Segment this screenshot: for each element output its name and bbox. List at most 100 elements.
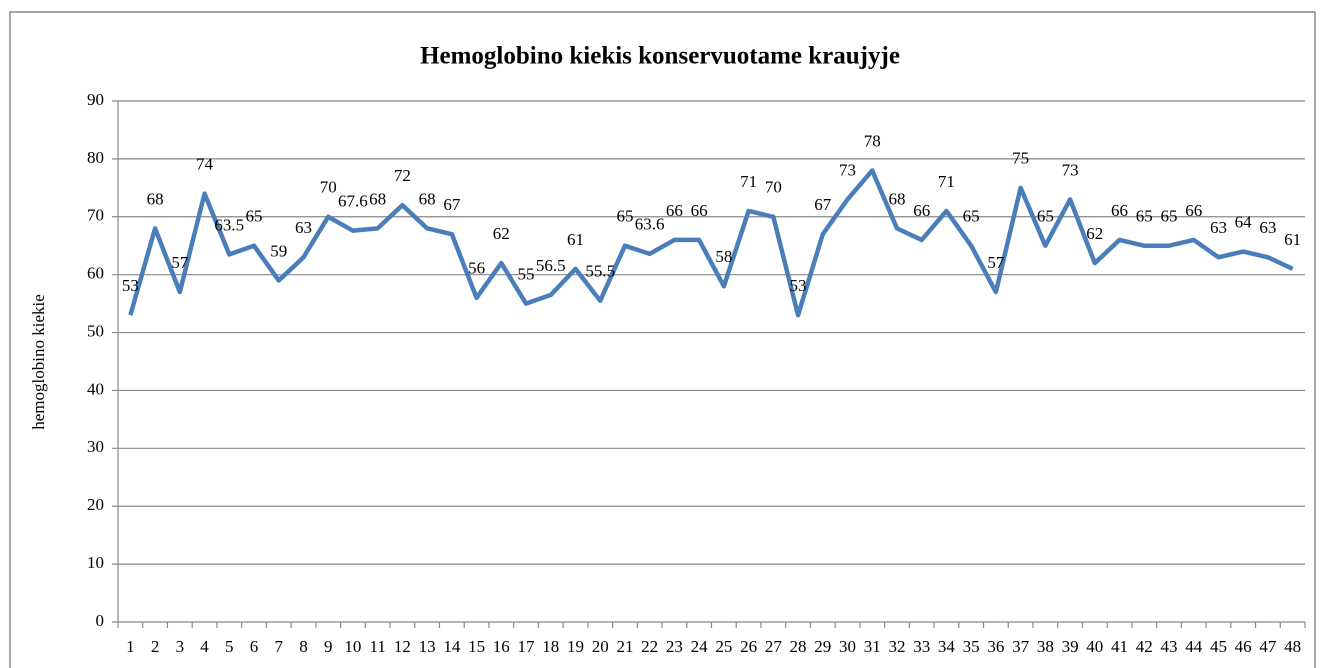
data-label: 58	[715, 247, 732, 266]
data-label: 68	[369, 189, 386, 208]
data-label: 63	[295, 218, 312, 237]
data-label: 55	[518, 265, 535, 284]
y-tick-label: 40	[87, 379, 104, 398]
chart-title: Hemoglobino kiekis konservuotame kraujyj…	[420, 43, 900, 70]
y-tick-label: 0	[96, 611, 105, 630]
data-label: 68	[147, 189, 164, 208]
data-label: 74	[196, 155, 214, 174]
x-tick-label: 14	[443, 637, 461, 656]
x-tick-label: 30	[839, 637, 856, 656]
x-tick-label: 36	[987, 637, 1004, 656]
data-label: 65	[1160, 207, 1177, 226]
x-tick-label: 31	[864, 637, 881, 656]
data-label: 63	[1259, 218, 1276, 237]
data-label: 67	[814, 195, 832, 214]
data-label: 73	[839, 160, 856, 179]
x-tick-label: 33	[913, 637, 930, 656]
data-label: 70	[765, 178, 782, 197]
data-label: 66	[691, 201, 708, 220]
x-tick-label: 20	[592, 637, 609, 656]
data-label: 53	[790, 276, 807, 295]
x-tick-label: 13	[419, 637, 436, 656]
y-tick-label: 90	[87, 90, 104, 109]
data-label: 61	[567, 230, 584, 249]
data-label: 78	[864, 131, 881, 150]
x-tick-label: 45	[1210, 637, 1227, 656]
y-tick-label: 70	[87, 206, 104, 225]
data-label: 65	[246, 207, 263, 226]
x-tick-label: 32	[888, 637, 905, 656]
x-tick-label: 35	[963, 637, 980, 656]
y-tick-label: 10	[87, 553, 104, 572]
data-label: 56.5	[536, 256, 566, 275]
x-tick-label: 11	[369, 637, 385, 656]
x-tick-label: 22	[641, 637, 658, 656]
x-tick-label: 16	[493, 637, 510, 656]
x-tick-label: 25	[715, 637, 732, 656]
x-tick-label: 12	[394, 637, 411, 656]
x-tick-label: 43	[1160, 637, 1177, 656]
data-label: 72	[394, 166, 411, 185]
x-tick-label: 23	[666, 637, 683, 656]
data-label: 57	[987, 253, 1005, 272]
x-tick-label: 9	[324, 637, 333, 656]
data-label: 66	[913, 201, 930, 220]
line-series	[128, 168, 1294, 318]
data-label: 53	[122, 276, 139, 295]
y-tick-label: 60	[87, 264, 104, 283]
x-tick-label: 18	[542, 637, 559, 656]
x-tick-label: 37	[1012, 637, 1030, 656]
data-label: 68	[888, 189, 905, 208]
data-label: 65	[616, 207, 633, 226]
data-label: 65	[963, 207, 980, 226]
data-label: 71	[938, 172, 955, 191]
data-label: 56	[468, 259, 485, 278]
y-tick-label: 50	[87, 321, 104, 340]
data-label: 61	[1284, 230, 1301, 249]
data-label: 66	[1111, 201, 1128, 220]
x-tick-label: 3	[176, 637, 185, 656]
x-tick-label: 46	[1235, 637, 1252, 656]
x-tick-label: 4	[200, 637, 209, 656]
x-tick-label: 6	[250, 637, 259, 656]
x-tick-label: 39	[1062, 637, 1079, 656]
x-tick-label: 1	[126, 637, 135, 656]
data-label: 70	[320, 178, 337, 197]
x-tick-label: 21	[616, 637, 633, 656]
x-tick-label: 44	[1185, 637, 1203, 656]
x-tick-label: 5	[225, 637, 234, 656]
x-tick-label: 10	[344, 637, 361, 656]
data-label: 71	[740, 172, 757, 191]
x-tick-label: 29	[814, 637, 831, 656]
x-tick-label: 8	[299, 637, 308, 656]
y-axis-label: hemoglobino kiekie	[29, 294, 48, 430]
data-label: 64	[1235, 212, 1253, 231]
x-tick-label: 15	[468, 637, 485, 656]
x-tick-label: 42	[1136, 637, 1153, 656]
data-label: 73	[1062, 160, 1079, 179]
data-label: 68	[419, 189, 436, 208]
data-label: 63.5	[214, 215, 244, 234]
data-label: 67.6	[338, 192, 368, 211]
x-tick-label: 19	[567, 637, 584, 656]
data-label: 65	[1037, 207, 1054, 226]
x-tick-label: 24	[691, 637, 709, 656]
x-tick-label: 38	[1037, 637, 1054, 656]
data-label: 65	[1136, 207, 1153, 226]
x-tick-label: 17	[518, 637, 536, 656]
data-label: 66	[1185, 201, 1202, 220]
x-tick-label: 27	[765, 637, 783, 656]
data-label: 63.6	[635, 215, 665, 234]
data-label: 67	[443, 195, 461, 214]
x-tick-label: 48	[1284, 637, 1301, 656]
x-tick-label: 26	[740, 637, 757, 656]
x-tick-label: 34	[938, 637, 956, 656]
x-tick-label: 41	[1111, 637, 1128, 656]
data-label: 63	[1210, 218, 1227, 237]
data-label: 66	[666, 201, 683, 220]
x-tick-label: 40	[1086, 637, 1103, 656]
x-tick-label: 7	[274, 637, 283, 656]
data-label: 55.5	[585, 262, 615, 281]
data-label: 62	[493, 224, 510, 243]
